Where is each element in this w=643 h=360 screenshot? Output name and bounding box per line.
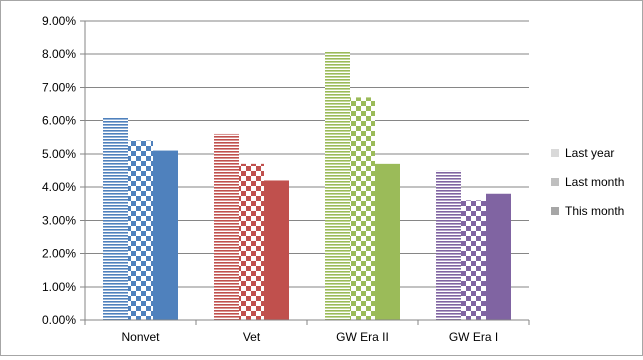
bar-gw-era-ii-last-year — [325, 50, 350, 321]
y-tick-label: 7.00% — [42, 80, 76, 94]
bar-gw-era-ii-this-month — [375, 163, 400, 320]
bar-vet-this-month — [264, 180, 289, 320]
bar-nonvet-last-year — [103, 117, 128, 320]
legend-swatch-last-month — [551, 178, 559, 186]
y-tick-label: 5.00% — [42, 147, 76, 161]
y-tick-label: 3.00% — [42, 213, 76, 227]
legend-swatch-last-year — [551, 149, 559, 157]
y-tick-label: 2.00% — [42, 247, 76, 261]
x-tick-label: Nonvet — [121, 330, 160, 344]
y-tick-label: 1.00% — [42, 280, 76, 294]
x-tick-label: Vet — [243, 330, 261, 344]
bars — [103, 50, 511, 321]
bar-nonvet-last-month — [128, 140, 153, 320]
bar-gw-era-i-last-month — [461, 200, 486, 320]
y-tick-label: 6.00% — [42, 114, 76, 128]
legend-label-last-year: Last year — [565, 146, 614, 160]
axes: 0.00% 1.00% 2.00% 3.00% 4.00% 5.00% 6.00% 7.00%… — [42, 14, 530, 344]
y-tick-label: 4.00% — [42, 180, 76, 194]
bar-vet-last-year — [214, 133, 239, 320]
bar-nonvet-this-month — [153, 150, 178, 320]
y-tick-label: 0.00% — [42, 313, 76, 327]
legend-label-last-month: Last month — [565, 175, 624, 189]
legend: Last year Last month This month — [551, 146, 624, 218]
y-tick-label: 8.00% — [42, 47, 76, 61]
legend-swatch-this-month — [551, 207, 559, 215]
y-tick-label: 9.00% — [42, 14, 76, 28]
x-tick-label: GW Era II — [336, 330, 389, 344]
x-tick-label: GW Era I — [449, 330, 498, 344]
legend-label-this-month: This month — [565, 204, 624, 218]
bar-vet-last-month — [239, 163, 264, 320]
bar-gw-era-i-last-year — [436, 170, 461, 320]
bar-gw-era-ii-last-month — [350, 97, 375, 321]
bar-gw-era-i-this-month — [486, 193, 511, 320]
